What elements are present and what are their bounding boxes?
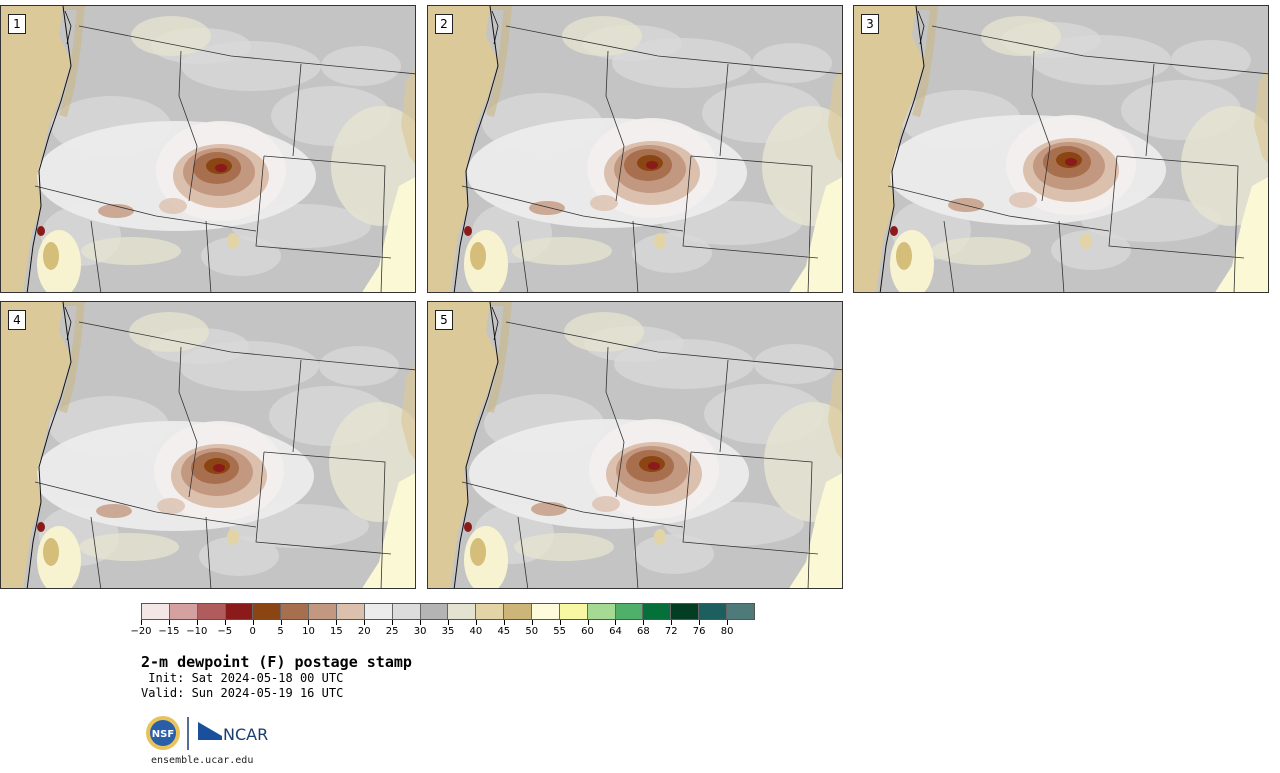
panel-member-1: 1	[0, 5, 416, 293]
colorbar-segment	[532, 604, 560, 619]
colorbar-tick-label: 64	[609, 626, 622, 637]
panel-label: 3	[861, 14, 879, 34]
colorbar-tick	[252, 620, 254, 625]
colorbar-tick	[448, 620, 449, 625]
panel-member-5: 5	[427, 301, 843, 589]
logos: NSF NCAR	[146, 714, 276, 754]
panel-label: 2	[435, 14, 453, 34]
colorbar-segment	[448, 604, 477, 619]
colorbar-tick-label: 68	[636, 626, 650, 637]
colorbar-tick	[727, 620, 729, 625]
colorbar-tick-label: 35	[441, 626, 455, 637]
colorbar-tick	[559, 620, 561, 625]
colorbar-tick	[615, 620, 617, 625]
ncar-logo-icon: NCAR	[198, 722, 268, 744]
colorbar-tick-label: 0	[249, 626, 256, 637]
colorbar-tick-label: −10	[186, 626, 208, 637]
nsf-logo-icon: NSF	[146, 716, 180, 750]
colorbar-tick-label: 10	[302, 626, 315, 637]
colorbar-segment	[643, 604, 672, 619]
panel-label: 1	[8, 14, 26, 34]
colorbar-segment	[253, 604, 282, 619]
panel-label: 5	[435, 310, 453, 330]
colorbar-tick-label: 55	[553, 626, 566, 637]
colorbar-tick	[364, 620, 366, 625]
colorbar-tick-label: 72	[664, 626, 678, 637]
valid-time: Valid: Sun 2024-05-19 16 UTC	[141, 686, 344, 700]
colorbar-segment	[392, 604, 421, 619]
colorbar-segment	[225, 604, 254, 619]
colorbar-segment	[197, 604, 226, 619]
colorbar-tick	[643, 620, 645, 625]
colorbar-tick-label: 76	[692, 626, 706, 637]
colorbar-ticks: −20 −15 −10 −5 0 5 10 15 20 25 30 35 40 45 50 55 60 64 68 7…	[130, 620, 755, 640]
colorbar-tick	[224, 620, 226, 625]
colorbar-tick	[671, 620, 673, 625]
init-time: Init: Sat 2024-05-18 00 UTC	[141, 671, 344, 685]
colorbar-segment	[281, 604, 310, 619]
colorbar-segment	[671, 604, 700, 619]
panel-member-4: 4	[0, 301, 416, 589]
colorbar-segment	[504, 604, 533, 619]
colorbar-segment	[615, 604, 644, 619]
colorbar-segment	[420, 604, 449, 619]
colorbar-tick-label: 60	[581, 626, 594, 637]
colorbar-tick	[503, 620, 505, 625]
colorbar-segment	[337, 604, 365, 619]
colorbar-tick-label: −20	[130, 626, 152, 637]
colorbar-segment	[309, 604, 338, 619]
dewpoint-map	[1, 302, 415, 588]
colorbar-tick-label: 25	[385, 626, 399, 637]
colorbar-segment	[476, 604, 505, 619]
colorbar-tick	[141, 620, 142, 625]
panel-member-3: 3	[853, 5, 1269, 293]
colorbar-tick-label: 20	[357, 626, 371, 637]
colorbar-tick-label: 40	[469, 626, 483, 637]
colorbar-tick	[420, 620, 422, 625]
colorbar-tick	[587, 620, 589, 625]
colorbar-tick	[475, 620, 477, 625]
panel-label: 4	[8, 310, 26, 330]
site-url: ensemble.ucar.edu	[151, 755, 254, 766]
colorbar-segment	[699, 604, 728, 619]
colorbar-tick	[168, 620, 170, 625]
colorbar-tick	[336, 620, 338, 625]
dewpoint-map	[1, 6, 415, 292]
colorbar-segment	[587, 604, 616, 619]
colorbar-tick-label: 30	[413, 626, 427, 637]
nsf-ncar-logo: NSF NCAR	[146, 716, 268, 750]
chart-title: 2-m dewpoint (F) postage stamp	[141, 653, 412, 671]
colorbar-segment	[727, 604, 754, 619]
colorbar-tick	[699, 620, 701, 625]
colorbar-tick	[308, 620, 310, 625]
colorbar-tick-label: 45	[497, 626, 511, 637]
nsf-text: NSF	[152, 729, 174, 740]
dewpoint-map	[428, 302, 842, 588]
colorbar-tick	[531, 620, 533, 625]
ncar-text: NCAR	[223, 725, 268, 744]
colorbar-tick	[392, 620, 394, 625]
colorbar-segment	[559, 604, 588, 619]
dewpoint-map	[854, 6, 1268, 292]
colorbar-segment	[364, 604, 393, 619]
panel-member-2: 2	[427, 5, 843, 293]
colorbar-tick-label: −15	[158, 626, 180, 637]
dewpoint-map	[428, 6, 842, 292]
colorbar	[141, 603, 755, 620]
colorbar-tick-label: 5	[277, 626, 284, 637]
colorbar-tick-label: −5	[217, 626, 233, 637]
colorbar-tick-label: 50	[525, 626, 539, 637]
colorbar-tick	[196, 620, 198, 625]
colorbar-tick	[280, 620, 282, 625]
colorbar-segment	[169, 604, 198, 619]
colorbar-tick-label: 80	[720, 626, 734, 637]
colorbar-segment	[142, 604, 170, 619]
colorbar-tick-label: 15	[329, 626, 343, 637]
